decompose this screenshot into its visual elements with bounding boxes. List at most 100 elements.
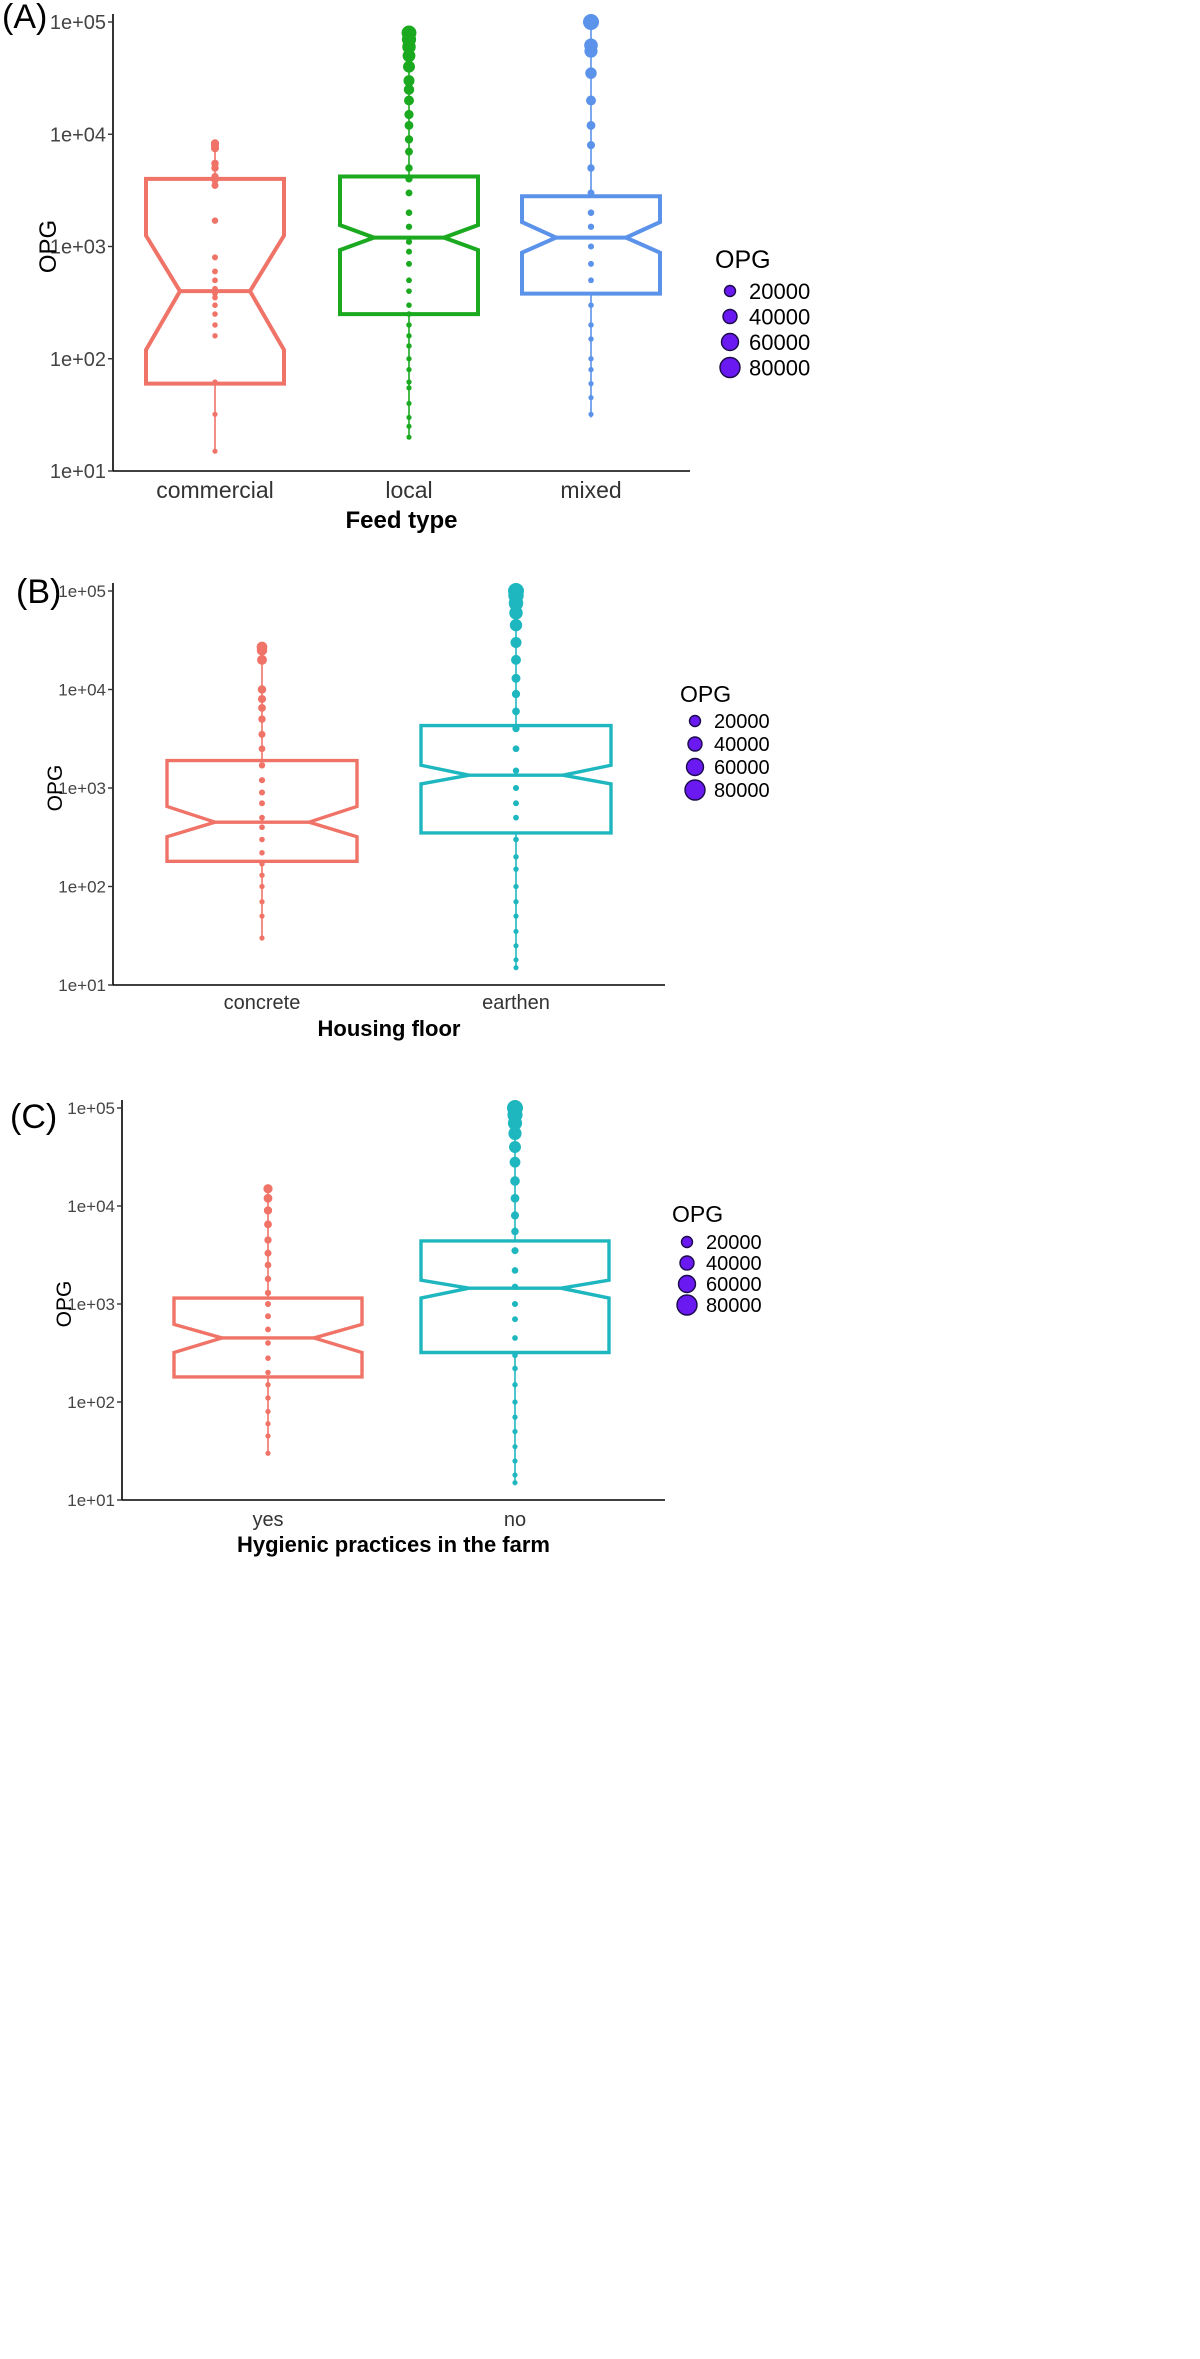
- data-point: [512, 1428, 518, 1435]
- x-axis-title: Hygienic practices in the farm: [237, 1532, 550, 1557]
- data-point: [405, 164, 413, 172]
- data-point: [406, 343, 412, 349]
- data-point: [512, 767, 520, 774]
- y-tick-label: 1e+01: [50, 461, 106, 483]
- notched-box: [338, 174, 480, 317]
- data-point: [512, 1335, 518, 1341]
- data-point: [259, 850, 265, 856]
- data-point: [506, 1100, 523, 1117]
- x-category-label: concrete: [224, 992, 301, 1014]
- notched-box: [165, 758, 359, 864]
- data-point: [259, 824, 265, 831]
- data-point: [258, 789, 266, 796]
- data-point: [405, 147, 413, 156]
- data-point: [507, 582, 524, 599]
- data-point: [406, 333, 412, 339]
- data-point: [259, 883, 265, 890]
- legend-entry-label: 80000: [749, 355, 810, 380]
- y-tick-label: 1e+01: [58, 976, 106, 995]
- box-yes: [172, 1184, 364, 1456]
- data-point: [588, 302, 594, 308]
- legend-entry-label: 20000: [749, 279, 810, 304]
- data-point: [512, 1472, 518, 1478]
- data-point: [512, 745, 520, 753]
- data-point: [511, 1267, 519, 1274]
- data-point: [587, 243, 595, 250]
- data-point: [257, 694, 267, 704]
- legend-entry-label: 20000: [706, 1232, 762, 1254]
- notched-box: [520, 194, 662, 296]
- legend-size-marker: [676, 1294, 698, 1316]
- data-point: [212, 254, 218, 261]
- data-point: [584, 38, 598, 53]
- data-point: [586, 95, 596, 106]
- data-point: [212, 322, 218, 328]
- data-point: [263, 1206, 273, 1215]
- panel-a: (A) 1e+01 1e+02 1e+03 1e+04 1e+05 OPG commercia…: [2, 0, 810, 534]
- data-point: [512, 1414, 518, 1420]
- data-point: [588, 322, 594, 328]
- data-point: [509, 1141, 521, 1153]
- data-point: [509, 618, 523, 632]
- box-no: [419, 1100, 611, 1486]
- data-point: [259, 935, 265, 941]
- data-point: [259, 899, 265, 905]
- data-point: [511, 673, 521, 683]
- y-axis-title: OPG: [44, 765, 67, 812]
- data-point: [405, 248, 413, 255]
- y-tick-label: 1e+05: [67, 1099, 115, 1118]
- legend-entry-label: 40000: [706, 1253, 762, 1275]
- data-point: [265, 1340, 271, 1346]
- data-point: [406, 322, 412, 328]
- data-point: [265, 1369, 271, 1376]
- data-point: [259, 836, 265, 843]
- y-tick-label: 1e+03: [50, 237, 106, 259]
- legend-title: OPG: [715, 246, 771, 274]
- data-point: [258, 715, 266, 723]
- data-point: [259, 800, 265, 807]
- y-axis-title: OPG: [35, 220, 62, 273]
- data-point: [512, 1458, 518, 1464]
- data-point: [264, 1236, 272, 1244]
- data-point: [211, 159, 219, 168]
- legend-size-marker: [677, 1274, 697, 1294]
- data-point: [513, 943, 519, 949]
- data-point: [512, 1352, 518, 1359]
- data-point: [511, 689, 521, 699]
- data-point: [588, 277, 594, 284]
- data-point: [588, 366, 594, 373]
- data-point: [406, 423, 412, 429]
- data-point: [406, 356, 412, 362]
- legend-size-marker: [685, 757, 705, 777]
- x-axis-title: Feed type: [345, 507, 457, 534]
- data-point: [211, 217, 219, 224]
- data-point: [264, 1249, 272, 1257]
- data-point: [403, 75, 415, 87]
- panel-b: (B) 1e+01 1e+02 1e+03 1e+04 1e+05 OPG concrete e…: [16, 573, 770, 1041]
- legend-size-marker: [684, 779, 706, 801]
- panel-c: (C) 1e+01 1e+02 1e+03 1e+04 1e+05 OPG yes noHygi…: [10, 1098, 762, 1557]
- y-tick-label: 1e+03: [67, 1295, 115, 1314]
- data-point: [588, 381, 594, 387]
- data-point: [406, 260, 412, 267]
- y-tick-label: 1e+05: [50, 12, 106, 34]
- data-point: [265, 1408, 271, 1415]
- data-point: [263, 1184, 273, 1194]
- data-point: [587, 209, 595, 216]
- data-point: [406, 366, 412, 373]
- data-point: [403, 60, 415, 73]
- data-point: [212, 333, 218, 339]
- data-point: [258, 730, 266, 738]
- data-point: [259, 814, 265, 821]
- data-point: [513, 965, 519, 971]
- data-point: [265, 1433, 271, 1439]
- data-point: [265, 1395, 271, 1401]
- data-point: [586, 120, 596, 130]
- data-point: [405, 175, 413, 183]
- data-point: [259, 872, 265, 878]
- notched-box: [144, 176, 286, 386]
- data-point: [258, 745, 266, 753]
- legend-size-marker: [719, 356, 741, 379]
